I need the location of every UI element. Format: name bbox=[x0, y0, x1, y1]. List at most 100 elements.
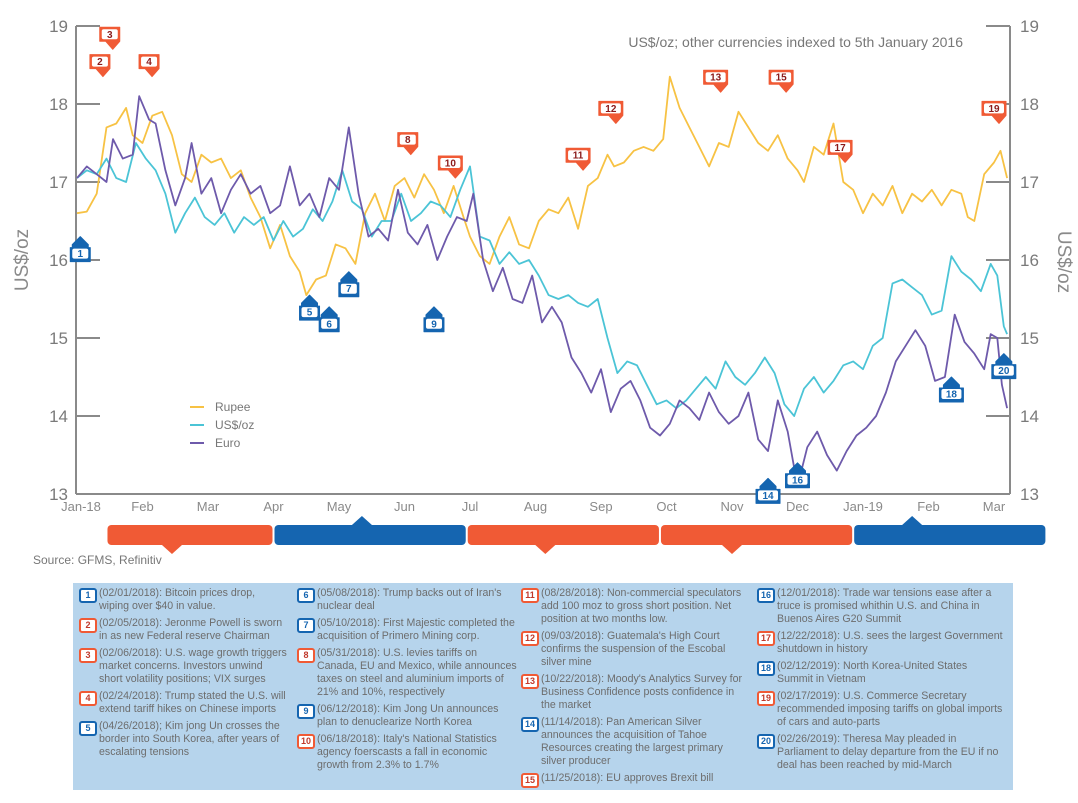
event-description: (06/12/2018): Kim Jong Un announces plan… bbox=[317, 703, 499, 728]
marker-number: 6 bbox=[326, 319, 332, 330]
source-note: Source: GFMS, Refinitiv bbox=[33, 553, 162, 567]
legend-label: Rupee bbox=[215, 400, 251, 414]
marker-number: 2 bbox=[97, 57, 103, 68]
y-tick-label-left: 16 bbox=[49, 251, 68, 270]
trend-up-arrow-icon bbox=[902, 516, 923, 525]
quarter-bar-5 bbox=[854, 516, 1046, 545]
event-number-badge: 16 bbox=[757, 588, 775, 603]
event-description: (02/01/2018): Bitcoin prices drop, wipin… bbox=[99, 587, 256, 612]
event-item: 16 (12/01/2018): Trade war tensions ease … bbox=[755, 587, 1005, 626]
y-tick-label-right: 19 bbox=[1020, 17, 1039, 36]
event-description: (10/22/2018): Moody's Analytics Survey f… bbox=[541, 673, 743, 711]
event-item: 5 (04/26/2018); Kim jong Un crosses the b… bbox=[77, 720, 287, 759]
x-tick-label: Oct bbox=[656, 499, 677, 514]
marker-number: 5 bbox=[307, 308, 313, 319]
quarter-bar-rect bbox=[274, 525, 466, 545]
marker-number: 7 bbox=[346, 284, 352, 295]
x-tick-label: Sep bbox=[589, 499, 612, 514]
event-number-badge: 7 bbox=[297, 618, 315, 633]
x-tick-label: Apr bbox=[263, 499, 284, 514]
events-column: 11 (08/28/2018): Non-commercial speculato… bbox=[519, 587, 747, 789]
event-number-badge: 2 bbox=[79, 618, 97, 633]
x-tick-label: Jun bbox=[394, 499, 415, 514]
marker-label-box bbox=[984, 103, 1004, 114]
marker-number: 13 bbox=[710, 73, 722, 84]
marker-number: 8 bbox=[405, 135, 411, 146]
event-item: 12 (09/03/2018): Guatemala's High Court c… bbox=[519, 630, 747, 669]
marker-label-box bbox=[440, 158, 461, 168]
event-item: 11 (08/28/2018): Non-commercial speculato… bbox=[519, 587, 747, 626]
event-description: (05/10/2018): First Majestic completed t… bbox=[317, 617, 515, 642]
event-marker-19: 19 bbox=[981, 100, 1007, 124]
event-number-badge: 11 bbox=[521, 588, 539, 603]
event-number-badge: 19 bbox=[757, 691, 775, 706]
y-tick-label-right: 14 bbox=[1020, 407, 1039, 426]
x-tick-label: Mar bbox=[983, 499, 1006, 514]
event-number-badge: 8 bbox=[297, 648, 315, 663]
x-tick-label: Jan-18 bbox=[61, 499, 101, 514]
trend-down-arrow-icon bbox=[161, 545, 182, 554]
y-tick-label-right: 17 bbox=[1020, 173, 1039, 192]
event-marker-11: 11 bbox=[565, 147, 591, 171]
event-description: (02/06/2018): U.S. wage growth triggers … bbox=[99, 647, 287, 685]
event-description: (02/24/2018): Trump stated the U.S. will… bbox=[99, 690, 286, 715]
event-item: 8 (05/31/2018): U.S. levies tariffs on Ca… bbox=[295, 647, 517, 699]
event-description: (09/03/2018): Guatemala's High Court con… bbox=[541, 630, 726, 668]
event-marker-17: 17 bbox=[827, 139, 853, 163]
marker-label-box bbox=[340, 283, 357, 294]
event-item: 15 (11/25/2018): EU approves Brexit bill bbox=[519, 772, 747, 788]
y-tick-label-right: 16 bbox=[1020, 251, 1039, 270]
marker-label-box bbox=[568, 150, 589, 161]
event-item: 13 (10/22/2018): Moody's Analytics Survey… bbox=[519, 673, 747, 712]
quarter-bar-2 bbox=[274, 516, 466, 545]
event-marker-10: 10 bbox=[437, 155, 463, 179]
event-number-badge: 13 bbox=[521, 674, 539, 689]
y-tick-label-left: 17 bbox=[49, 173, 68, 192]
marker-label-box bbox=[301, 307, 318, 318]
event-description: (11/25/2018): EU approves Brexit bill bbox=[541, 772, 714, 784]
event-description: (02/05/2018): Jeronme Powell is sworn in… bbox=[99, 617, 283, 642]
event-item: 3 (02/06/2018): U.S. wage growth triggers… bbox=[77, 647, 287, 686]
series-line-rupee bbox=[76, 75, 1008, 296]
event-marker-14: 14 bbox=[755, 477, 781, 504]
event-number-badge: 4 bbox=[79, 691, 97, 706]
event-marker-3: 3 bbox=[99, 26, 121, 50]
series-line-us-oz bbox=[76, 142, 1008, 417]
quarter-bar-3 bbox=[467, 525, 659, 554]
marker-number: 10 bbox=[445, 159, 457, 170]
marker-label-box bbox=[399, 134, 416, 145]
event-item: 6 (05/08/2018): Trump backs out of Iran's… bbox=[295, 587, 517, 613]
marker-label-box bbox=[830, 142, 851, 153]
trend-up-arrow-icon bbox=[351, 516, 372, 525]
event-marker-7: 7 bbox=[338, 271, 360, 298]
events-column: 16 (12/01/2018): Trade war tensions ease … bbox=[755, 587, 1005, 776]
event-description: (04/26/2018); Kim jong Un crosses the bo… bbox=[99, 720, 280, 758]
marker-label-box bbox=[321, 318, 338, 329]
event-marker-16: 16 bbox=[785, 462, 810, 489]
event-item: 1 (02/01/2018): Bitcoin prices drop, wipi… bbox=[77, 587, 287, 613]
quarter-bar-rect bbox=[854, 525, 1046, 545]
event-marker-6: 6 bbox=[318, 306, 340, 333]
events-panel: 1 (02/01/2018): Bitcoin prices drop, wipi… bbox=[73, 583, 1013, 790]
marker-number: 12 bbox=[605, 104, 617, 115]
marker-number: 3 bbox=[107, 30, 113, 41]
series-line-euro bbox=[76, 95, 1008, 488]
event-number-badge: 9 bbox=[297, 704, 315, 719]
y-tick-label-left: 18 bbox=[49, 95, 68, 114]
event-item: 18 (02/12/2019): North Korea-United State… bbox=[755, 660, 1005, 686]
x-tick-label: Dec bbox=[786, 499, 810, 514]
x-tick-label: Feb bbox=[917, 499, 939, 514]
marker-label-box bbox=[425, 318, 442, 329]
event-item: 9 (06/12/2018): Kim Jong Un announces pla… bbox=[295, 703, 517, 729]
marker-number: 1 bbox=[77, 249, 83, 260]
quarter-bar-rect bbox=[107, 525, 273, 545]
y-tick-label-left: 15 bbox=[49, 329, 68, 348]
y-axis-title-left: US$/oz bbox=[12, 229, 33, 291]
y-tick-label-left: 14 bbox=[49, 407, 68, 426]
event-description: (05/31/2018): U.S. levies tariffs on Can… bbox=[317, 647, 517, 698]
event-item: 10 (06/18/2018): Italy's National Statist… bbox=[295, 733, 517, 772]
trend-down-arrow-icon bbox=[722, 545, 742, 554]
event-number-badge: 17 bbox=[757, 631, 775, 646]
